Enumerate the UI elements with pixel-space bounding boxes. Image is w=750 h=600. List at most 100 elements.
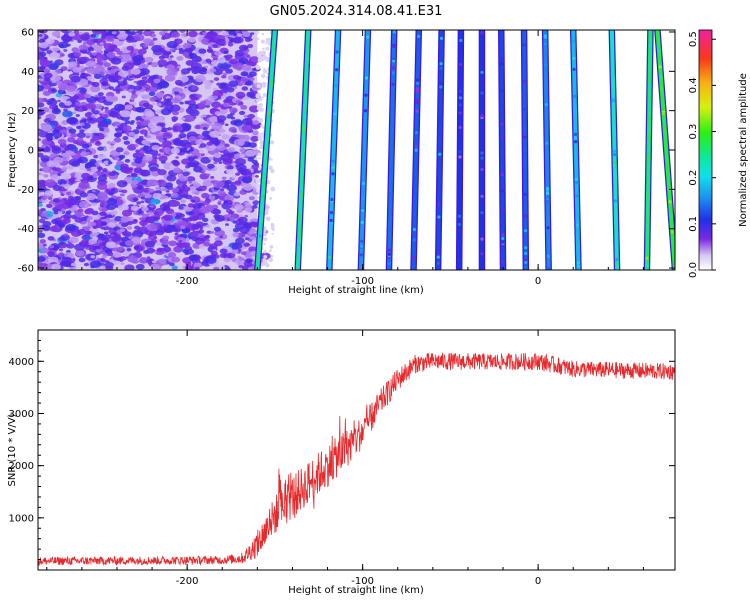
noise-blob — [96, 171, 105, 177]
noise-blob — [72, 66, 82, 73]
noise-blob — [221, 134, 230, 140]
noise-blob — [86, 51, 92, 55]
noise-blob — [193, 166, 203, 173]
noise-blob — [159, 31, 166, 36]
noise-blob — [58, 252, 65, 257]
noise-blob — [57, 83, 69, 91]
noise-blob — [252, 120, 260, 125]
noise-fringe — [265, 216, 271, 222]
noise-blob — [211, 60, 220, 66]
colorbar-label: Normalized spectral amplitude — [738, 73, 749, 227]
noise-fringe — [271, 232, 274, 235]
noise-blob — [215, 143, 227, 151]
stripe-speckle — [670, 230, 674, 234]
stripe-speckle — [331, 172, 335, 176]
noise-blob — [49, 51, 60, 59]
snr-ytick-label: 2000 — [9, 461, 34, 472]
noise-blob — [214, 111, 221, 116]
noise-blob — [110, 235, 122, 242]
noise-blob — [234, 158, 247, 166]
stripe-speckle — [501, 240, 505, 244]
noise-blob — [202, 126, 208, 131]
stripe-speckle — [334, 84, 338, 88]
noise-blob — [76, 137, 84, 143]
stripe-speckle — [547, 267, 551, 270]
colorbar-tick-label: 0.0 — [688, 262, 699, 278]
noise-blob — [68, 128, 77, 134]
noise-blob — [246, 43, 254, 49]
stripe-speckle — [524, 246, 528, 250]
noise-blob — [131, 237, 141, 244]
stripe-speckle — [458, 111, 462, 115]
noise-blob — [163, 147, 172, 153]
noise-blob — [137, 185, 144, 190]
noise-blob — [84, 235, 91, 240]
noise-blob — [151, 260, 157, 264]
noise-blob — [46, 137, 53, 142]
noise-fringe — [265, 263, 270, 268]
noise-blob — [71, 47, 79, 53]
noise-blob — [103, 234, 112, 240]
stripe-speckle — [648, 61, 652, 65]
noise-fringe — [260, 124, 263, 127]
noise-blob — [60, 234, 71, 241]
stripe-speckle — [412, 256, 416, 260]
stripe-speckle — [297, 235, 301, 239]
noise-blob — [216, 115, 227, 122]
noise-blob — [38, 232, 46, 239]
noise-blob — [187, 36, 197, 43]
noise-blob — [236, 33, 243, 37]
noise-blob — [62, 191, 68, 195]
noise-blob — [62, 217, 71, 224]
noise-blob — [205, 104, 210, 108]
noise-fringe — [268, 250, 272, 253]
noise-blob — [233, 192, 241, 197]
noise-blob — [205, 58, 212, 63]
stripe-speckle — [391, 59, 396, 63]
stripe-speckle — [500, 208, 505, 212]
noise-blob — [124, 240, 134, 247]
noise-blob — [198, 134, 204, 139]
stripe-speckle — [438, 117, 442, 121]
noise-blob — [206, 141, 213, 146]
noise-fringe — [262, 93, 267, 97]
stripe-speckle — [258, 234, 262, 238]
noise-blob — [121, 189, 128, 194]
noise-blob — [174, 79, 183, 86]
stripe-speckle — [391, 82, 395, 86]
noise-blob — [106, 214, 113, 218]
noise-blob — [58, 41, 69, 49]
noise-blob — [54, 59, 64, 66]
stripe-speckle — [333, 112, 337, 116]
stripe-14 — [643, 30, 654, 270]
stripe-speckle — [523, 214, 528, 218]
noise-blob — [70, 132, 78, 138]
noise-blob — [38, 225, 43, 229]
stripe-speckle — [668, 200, 672, 204]
stripe-speckle — [544, 63, 548, 67]
noise-blob — [213, 254, 220, 259]
stripe-speckle — [329, 210, 333, 215]
noise-blob — [231, 242, 243, 250]
noise-blob — [202, 217, 209, 223]
noise-blob — [120, 216, 131, 223]
noise-blob — [149, 42, 155, 46]
noise-blob — [234, 180, 242, 185]
stripe-speckle — [439, 62, 443, 66]
noise-blob — [103, 226, 109, 230]
noise-blob — [241, 64, 252, 71]
noise-blob — [49, 243, 61, 250]
stripe-speckle — [412, 238, 416, 242]
noise-blob — [74, 101, 81, 106]
noise-blob — [146, 78, 154, 84]
noise-blob — [100, 75, 105, 78]
noise-blob — [224, 143, 230, 148]
stripe-speckle — [414, 131, 419, 135]
noise-blob — [57, 179, 67, 186]
noise-blob — [51, 218, 59, 225]
noise-blob — [157, 75, 163, 79]
stripe-speckle — [261, 195, 265, 199]
noise-blob — [66, 117, 77, 125]
stripe-speckle — [363, 109, 368, 113]
noise-blob — [45, 203, 53, 209]
